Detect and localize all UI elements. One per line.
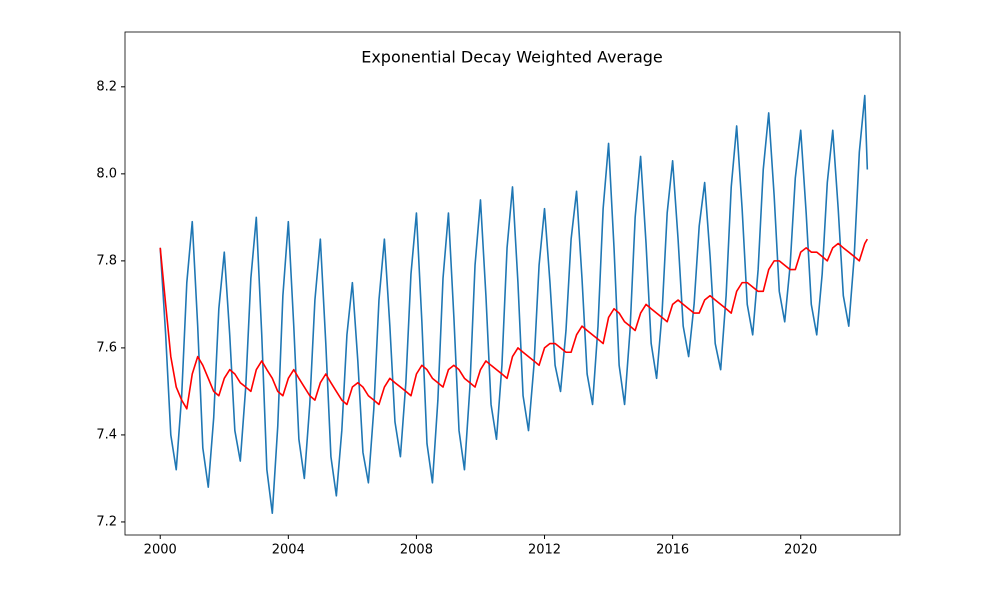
y-tick-label: 7.8 — [96, 253, 117, 268]
x-tick-label: 2004 — [272, 543, 305, 558]
series-line — [159, 94, 869, 515]
y-tick-label: 7.2 — [96, 514, 117, 529]
x-tick-label: 2016 — [656, 543, 689, 558]
x-tick-label: 2020 — [784, 543, 817, 558]
y-tick-label: 8.2 — [96, 79, 117, 94]
series-line — [159, 238, 869, 410]
chart-title: Exponential Decay Weighted Average — [361, 48, 663, 67]
x-tick-label: 2008 — [400, 543, 433, 558]
x-tick-label: 2000 — [144, 543, 177, 558]
y-tick-label: 7.6 — [96, 340, 117, 355]
plot-frame — [124, 31, 901, 536]
y-tick-label: 8.0 — [96, 166, 117, 181]
y-tick-label: 7.4 — [96, 427, 117, 442]
x-tick-label: 2012 — [528, 543, 561, 558]
